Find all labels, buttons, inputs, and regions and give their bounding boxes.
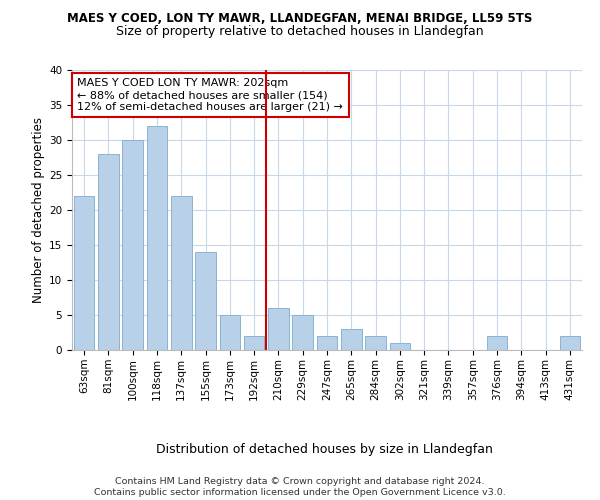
Text: Size of property relative to detached houses in Llandegfan: Size of property relative to detached ho… — [116, 25, 484, 38]
Bar — [146, 126, 167, 350]
Bar — [389, 343, 410, 350]
Bar — [341, 329, 362, 350]
Bar — [195, 252, 216, 350]
Bar — [268, 308, 289, 350]
Bar — [220, 315, 240, 350]
Bar — [487, 336, 508, 350]
Text: MAES Y COED LON TY MAWR: 202sqm
← 88% of detached houses are smaller (154)
12% o: MAES Y COED LON TY MAWR: 202sqm ← 88% of… — [77, 78, 343, 112]
Bar — [560, 336, 580, 350]
Text: Distribution of detached houses by size in Llandegfan: Distribution of detached houses by size … — [155, 442, 493, 456]
Text: MAES Y COED, LON TY MAWR, LLANDEGFAN, MENAI BRIDGE, LL59 5TS: MAES Y COED, LON TY MAWR, LLANDEGFAN, ME… — [67, 12, 533, 26]
Y-axis label: Number of detached properties: Number of detached properties — [32, 117, 45, 303]
Bar — [244, 336, 265, 350]
Bar — [171, 196, 191, 350]
Bar — [292, 315, 313, 350]
Bar — [122, 140, 143, 350]
Bar — [74, 196, 94, 350]
Bar — [317, 336, 337, 350]
Bar — [98, 154, 119, 350]
Bar — [365, 336, 386, 350]
Text: Contains HM Land Registry data © Crown copyright and database right 2024.
Contai: Contains HM Land Registry data © Crown c… — [94, 478, 506, 497]
